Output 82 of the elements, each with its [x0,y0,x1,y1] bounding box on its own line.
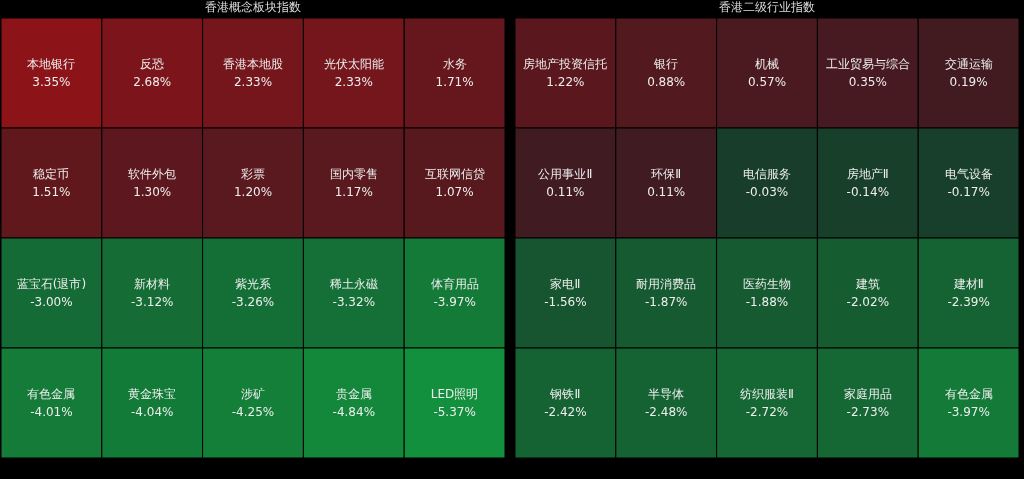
data-label: 0.11% [647,185,686,199]
category-label: 稳定币 [33,167,70,181]
category-label: 彩票 [241,167,265,181]
category-label: 建材Ⅱ [952,277,984,291]
category-label: 房地产投资信托 [523,57,608,71]
data-label: 1.22% [546,75,585,89]
category-label: 家电Ⅱ [550,277,581,291]
category-label: 钢铁Ⅱ [549,387,581,401]
category-label: 蓝宝石(退市) [16,277,87,291]
category-label: 电气设备 [944,167,993,181]
category-label: 公用事业Ⅱ [538,167,593,181]
data-label: 0.88% [647,75,686,89]
data-label: -2.42% [544,405,587,419]
data-label: -1.56% [544,295,587,309]
data-label: -0.14% [846,185,890,199]
category-label: 医药生物 [743,277,791,291]
text: 香港二级行业指数 [719,0,815,14]
category-label: 光伏太阳能 [323,57,384,71]
data-label: 2.33% [233,75,273,89]
data-label: -3.32% [332,295,376,309]
data-label: -2.48% [644,405,688,419]
data-label: 1.51% [32,185,71,199]
category-label: 体育用品 [430,277,479,291]
category-label: 互联网信贷 [424,167,485,181]
data-label: -4.01% [30,405,73,419]
data-label: -3.97% [433,295,476,309]
data-label: -3.26% [231,295,275,309]
data-label: -3.12% [130,295,174,309]
data-label: 0.11% [546,185,585,199]
data-label: -3.00% [30,295,73,309]
category-label: 交通运输 [944,57,993,71]
data-label: 1.20% [233,185,273,199]
data-label: 0.35% [848,75,887,89]
category-label: 稀土永磁 [329,277,378,291]
data-label: 1.17% [334,185,373,199]
data-label: 1.07% [435,185,474,199]
category-label: 国内零售 [329,167,378,181]
category-label: 有色金属 [944,387,993,401]
category-label: 建筑 [854,277,880,291]
category-label: 机械 [755,57,779,71]
category-label: 紫光系 [235,277,271,291]
category-label: 软件外包 [128,167,177,181]
data-label: -2.73% [846,405,890,419]
category-label: 环保Ⅱ [651,167,682,181]
category-label: 香港本地股 [223,57,283,71]
data-label: -4.04% [130,405,174,419]
data-label: 2.33% [334,75,373,89]
category-label: 电信服务 [743,167,791,181]
data-label: 0.57% [747,75,787,89]
data-label: -2.39% [947,295,990,309]
data-label: -0.03% [745,185,789,199]
category-label: 银行 [653,57,679,71]
category-label: 工业贸易与综合 [825,57,910,71]
category-label: 耐用消费品 [636,277,697,291]
data-label: 3.35% [32,75,71,89]
text: 香港概念板块指数 [205,0,301,14]
category-label: 半导体 [648,387,685,401]
data-label: -4.84% [332,405,376,419]
data-label: -5.37% [433,405,476,419]
category-label: 有色金属 [27,387,76,401]
data-label: -0.17% [947,185,990,199]
data-label: 1.71% [435,75,474,89]
data-label: -2.02% [846,295,890,309]
category-label: 贵金属 [335,387,372,401]
data-label: -2.72% [745,405,789,419]
category-label: 水务 [442,57,467,71]
data-label: 1.30% [133,185,172,199]
category-label: 本地银行 [27,57,76,71]
category-label: LED照明 [430,387,479,401]
category-label: 房地产Ⅱ [846,167,889,181]
category-label: 家庭用品 [843,387,892,401]
data-label: -1.87% [644,295,688,309]
data-label: -4.25% [231,405,275,419]
category-label: 新材料 [134,277,171,291]
category-label: 纺织服装Ⅱ [740,387,794,401]
category-label: 反恐 [140,57,165,71]
data-label: -1.88% [745,295,789,309]
data-label: 0.19% [949,75,988,89]
category-label: 黄金珠宝 [128,387,177,401]
data-label: 2.68% [133,75,172,89]
data-label: -3.97% [947,405,990,419]
category-label: 涉矿 [241,387,265,401]
